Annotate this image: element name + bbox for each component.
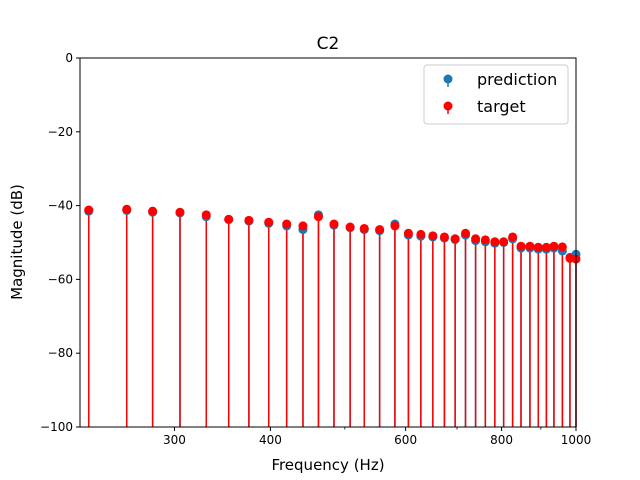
target-marker bbox=[390, 221, 400, 231]
target-marker bbox=[508, 232, 518, 242]
target-marker bbox=[439, 232, 449, 242]
y-tick-label: −100 bbox=[40, 420, 73, 434]
target-marker bbox=[375, 225, 385, 235]
target-marker bbox=[359, 223, 369, 233]
target-marker bbox=[122, 204, 132, 214]
target-marker bbox=[298, 221, 308, 231]
legend-entries: prediction target bbox=[443, 70, 557, 116]
target-marker bbox=[224, 214, 234, 224]
legend-target-label: target bbox=[477, 97, 526, 116]
x-axis-label: Frequency (Hz) bbox=[271, 456, 384, 474]
target-marker bbox=[264, 217, 274, 227]
target-marker bbox=[416, 229, 426, 239]
target-marker bbox=[148, 206, 158, 216]
target-marker bbox=[313, 212, 323, 222]
legend-prediction-marker bbox=[443, 74, 453, 84]
legend-target-marker bbox=[443, 101, 453, 111]
legend: prediction target bbox=[423, 64, 569, 125]
y-tick-label: −80 bbox=[48, 346, 73, 360]
y-tick-label: −40 bbox=[48, 199, 73, 213]
target-marker bbox=[557, 242, 567, 252]
legend-prediction-label: prediction bbox=[477, 70, 557, 89]
target-marker bbox=[490, 237, 500, 247]
target-marker bbox=[329, 219, 339, 229]
target-marker bbox=[549, 241, 559, 251]
y-axis-label: Magnitude (dB) bbox=[8, 184, 26, 300]
x-tick-label: 800 bbox=[490, 433, 513, 447]
target-marker bbox=[525, 241, 535, 251]
target-marker bbox=[516, 241, 526, 251]
plot-frame bbox=[79, 57, 577, 428]
x-tick-label: 400 bbox=[259, 433, 282, 447]
legend-box bbox=[423, 64, 569, 125]
stems-layer bbox=[87, 209, 577, 427]
y-tick-label: −60 bbox=[48, 272, 73, 286]
target-marker bbox=[282, 219, 292, 229]
target-marker bbox=[461, 228, 471, 238]
target-marker bbox=[345, 222, 355, 232]
target-marker bbox=[533, 242, 543, 252]
x-tick-label: 600 bbox=[394, 433, 417, 447]
target-marker bbox=[244, 215, 254, 225]
y-tick-label: 0 bbox=[65, 51, 73, 65]
chart-title: C2 bbox=[317, 34, 340, 54]
y-ticks: 0 −20 −40 −60 −80 −100 bbox=[40, 51, 80, 434]
target-marker bbox=[499, 237, 509, 247]
x-tick-label: 300 bbox=[163, 433, 186, 447]
x-ticks: 300 400 600 800 1000 bbox=[163, 427, 591, 447]
target-marker bbox=[201, 210, 211, 220]
y-tick-label: −20 bbox=[48, 125, 73, 139]
target-marker bbox=[450, 234, 460, 244]
markers-layer bbox=[84, 204, 581, 264]
target-marker bbox=[480, 235, 490, 245]
target-marker bbox=[471, 234, 481, 244]
target-marker bbox=[541, 242, 551, 252]
target-marker bbox=[403, 228, 413, 238]
target-marker bbox=[84, 205, 94, 215]
x-tick-label: 1000 bbox=[561, 433, 592, 447]
target-marker bbox=[428, 231, 438, 241]
target-marker bbox=[175, 207, 185, 217]
